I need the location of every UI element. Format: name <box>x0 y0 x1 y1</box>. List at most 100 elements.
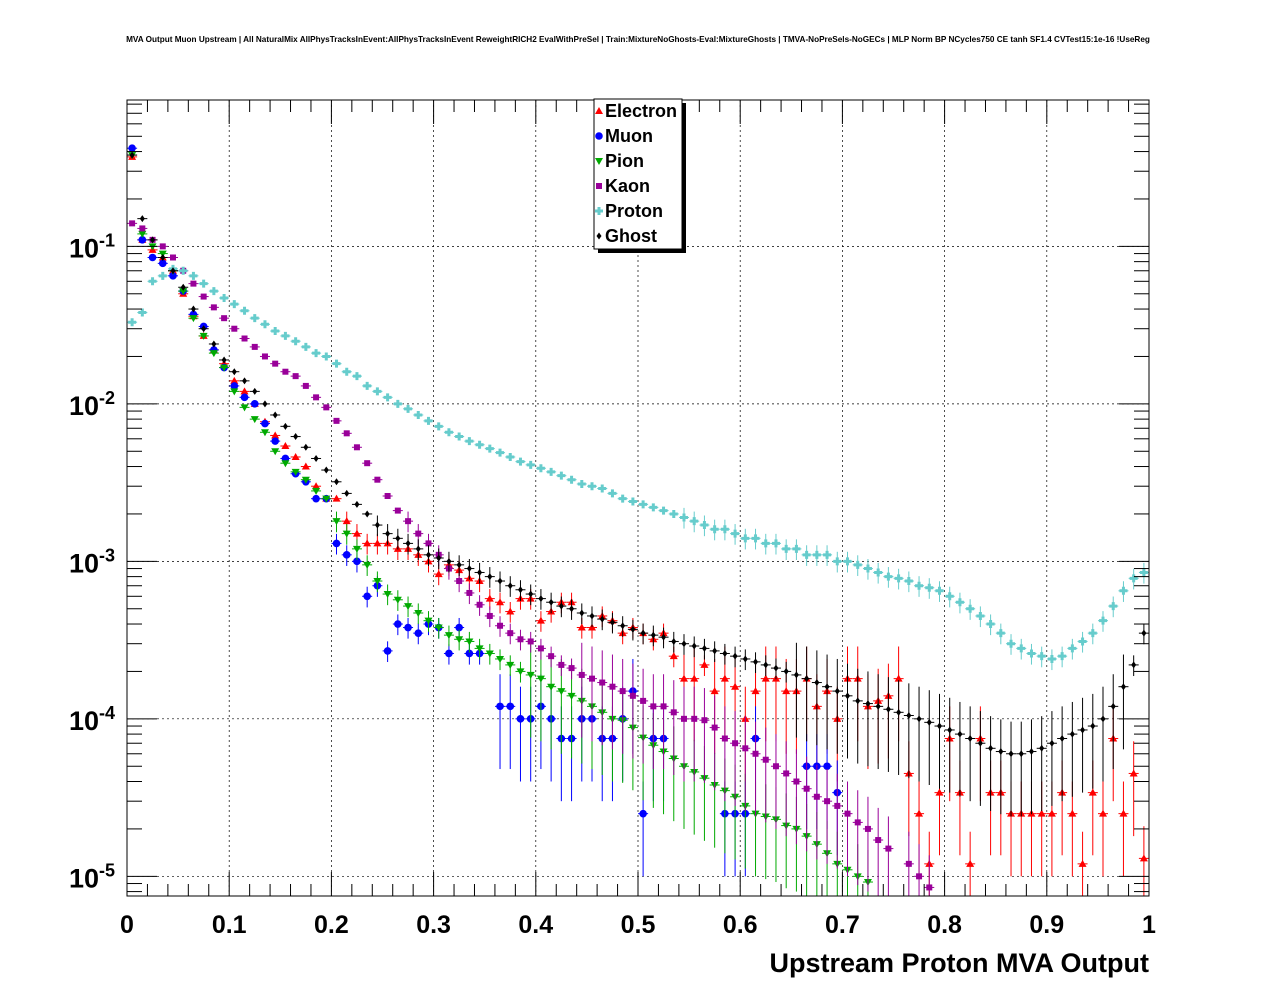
data-point <box>477 568 483 576</box>
data-point <box>342 551 351 559</box>
data-point <box>1028 748 1034 756</box>
data-point <box>394 620 402 628</box>
x-tick-label: 0.2 <box>314 911 349 939</box>
data-point <box>793 778 800 785</box>
data-point <box>670 709 677 716</box>
data-point <box>271 431 280 439</box>
data-point <box>323 466 329 474</box>
x-tick-label: 0.5 <box>621 911 656 939</box>
data-point <box>977 739 983 747</box>
data-point <box>405 539 411 547</box>
data-point <box>354 500 360 508</box>
data-point <box>947 726 953 734</box>
data-point <box>496 655 505 663</box>
data-point <box>465 649 474 658</box>
data-point <box>639 809 647 818</box>
data-point <box>824 798 831 805</box>
data-point <box>517 636 524 643</box>
data-point <box>732 740 739 747</box>
data-point <box>700 521 709 530</box>
data-point <box>312 494 320 503</box>
data-point <box>1090 722 1096 730</box>
data-point <box>332 359 341 368</box>
data-point <box>129 151 135 159</box>
axes: 0 0.1 0.2 0.3 0.4 0.5 0.6 0.7 0.8 0.9 1 10-1 10-2 10-… <box>69 100 1156 939</box>
data-point <box>863 564 872 573</box>
data-point <box>1037 809 1046 817</box>
data-point <box>527 638 534 645</box>
data-point <box>282 368 289 375</box>
data-point <box>373 578 382 586</box>
data-point <box>363 561 372 569</box>
data-point <box>671 637 677 645</box>
data-point <box>905 860 912 867</box>
data-point <box>988 744 994 752</box>
data-point <box>485 650 494 658</box>
data-point <box>190 305 196 313</box>
legend-label-kaon: Kaon <box>605 176 650 196</box>
data-point <box>792 544 801 553</box>
data-point <box>455 636 464 644</box>
data-point <box>333 417 340 424</box>
data-point <box>751 687 760 695</box>
data-point <box>240 387 249 395</box>
data-point <box>1017 644 1026 653</box>
data-point <box>700 660 709 668</box>
data-point <box>1141 629 1147 637</box>
data-point <box>630 625 636 633</box>
data-point <box>209 350 218 358</box>
data-point <box>916 715 922 723</box>
data-point <box>1099 616 1108 625</box>
data-point <box>169 254 176 261</box>
data-point <box>209 287 218 296</box>
data-point <box>293 433 299 441</box>
data-point <box>536 464 545 473</box>
data-point <box>189 315 198 323</box>
data-point <box>353 444 360 451</box>
data-point <box>935 788 944 796</box>
data-point <box>721 735 728 742</box>
series-proton <box>127 264 1149 671</box>
data-point <box>242 377 248 385</box>
data-point <box>260 429 269 437</box>
data-point <box>261 353 268 360</box>
data-point <box>1088 629 1097 638</box>
series-ghost <box>127 151 1149 817</box>
data-point <box>639 500 648 509</box>
data-point <box>1119 809 1128 817</box>
x-tick-label: 0 <box>120 911 134 939</box>
data-point <box>414 410 423 419</box>
data-point <box>271 327 280 336</box>
data-point <box>139 225 146 232</box>
data-point <box>731 529 740 538</box>
data-point <box>128 144 136 153</box>
data-point <box>456 578 463 585</box>
data-point <box>773 664 779 672</box>
data-point <box>660 703 667 710</box>
data-point <box>712 647 718 655</box>
data-point <box>189 271 198 280</box>
data-point <box>312 487 321 495</box>
data-point <box>281 460 290 468</box>
data-point <box>343 430 350 437</box>
legend-label-muon: Muon <box>605 126 653 146</box>
data-point <box>332 539 341 548</box>
data-point <box>1008 750 1014 758</box>
data-point <box>679 674 688 682</box>
data-point <box>865 700 871 708</box>
data-point <box>1078 859 1087 867</box>
data-point <box>996 629 1005 638</box>
data-point <box>782 544 791 553</box>
data-point <box>1131 661 1137 669</box>
data-point <box>690 517 699 526</box>
data-point <box>558 661 565 668</box>
data-point <box>720 674 729 682</box>
data-point <box>761 674 770 682</box>
data-point <box>589 675 596 682</box>
data-point <box>875 702 881 710</box>
data-point <box>557 688 566 696</box>
data-point <box>291 337 300 346</box>
data-point <box>506 607 515 615</box>
x-tick-label: 0.8 <box>927 911 962 939</box>
